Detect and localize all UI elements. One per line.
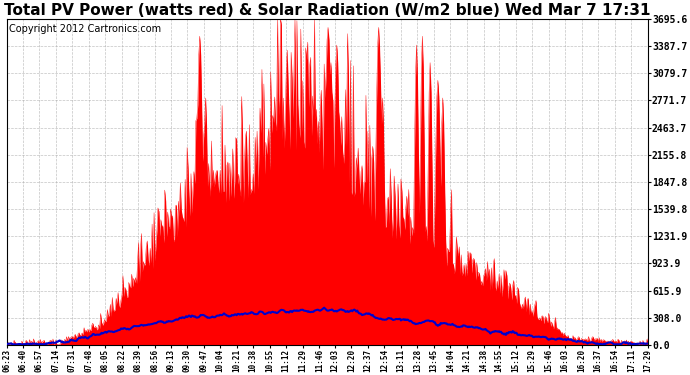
Title: Total PV Power (watts red) & Solar Radiation (W/m2 blue) Wed Mar 7 17:31: Total PV Power (watts red) & Solar Radia… bbox=[4, 3, 651, 18]
Text: Copyright 2012 Cartronics.com: Copyright 2012 Cartronics.com bbox=[8, 24, 161, 34]
